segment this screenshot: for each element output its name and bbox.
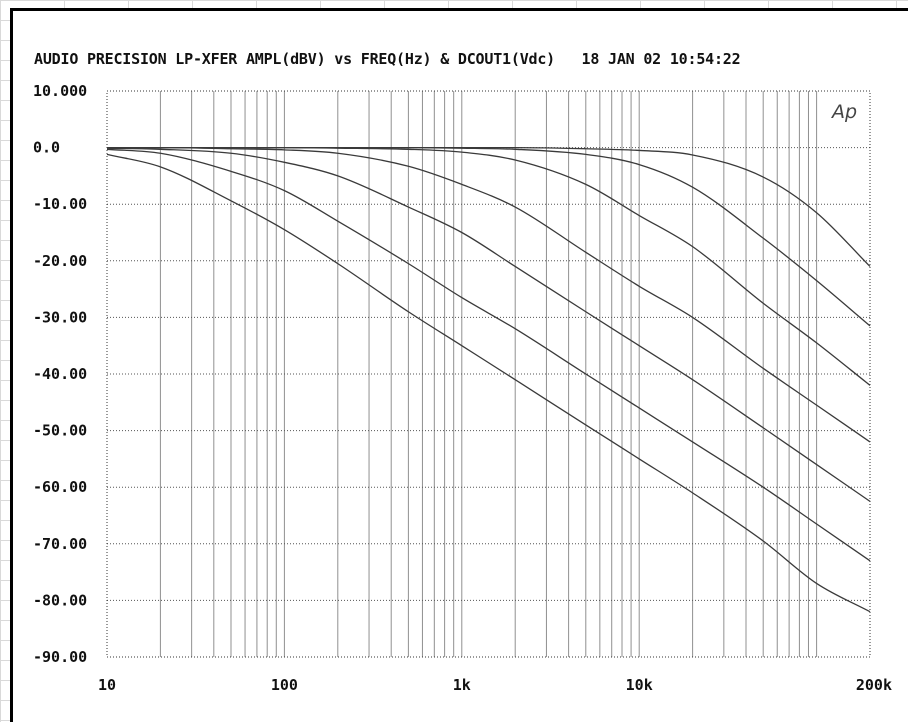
series-line-7	[106, 153, 871, 613]
y-tick-label: -50.00	[33, 422, 87, 440]
x-tick-label: 10k	[626, 676, 653, 694]
x-tick-label: 1k	[453, 676, 471, 694]
y-tick-label: -60.00	[33, 478, 87, 496]
y-tick-label: -10.00	[33, 195, 87, 213]
x-tick-label: 100	[271, 676, 298, 694]
chart-title: AUDIO PRECISION LP-XFER AMPL(dBV) vs FRE…	[34, 50, 556, 68]
ap-logo: Ap	[830, 101, 857, 123]
y-tick-label: -30.00	[33, 308, 87, 326]
series-line-6	[106, 148, 871, 562]
series-line-4	[107, 146, 871, 443]
x-tick-label: 10	[98, 676, 116, 694]
series-line-3	[107, 146, 871, 386]
series-line-5	[106, 147, 871, 502]
y-tick-label: 10.000	[33, 82, 87, 100]
y-tick-label: -80.00	[33, 591, 87, 609]
y-tick-label: -90.00	[33, 648, 87, 666]
chart-datetime: 18 JAN 02 10:54:22	[581, 50, 741, 68]
chart-header: AUDIO PRECISION LP-XFER AMPL(dBV) vs FRE…	[34, 50, 741, 70]
plot-border	[106, 90, 871, 658]
y-tick-label: -40.00	[33, 365, 87, 383]
x-tick-label: 200k	[856, 676, 892, 694]
y-tick-label: -20.00	[33, 252, 87, 270]
y-tick-label: 0.0	[33, 139, 60, 157]
y-tick-label: -70.00	[33, 535, 87, 553]
